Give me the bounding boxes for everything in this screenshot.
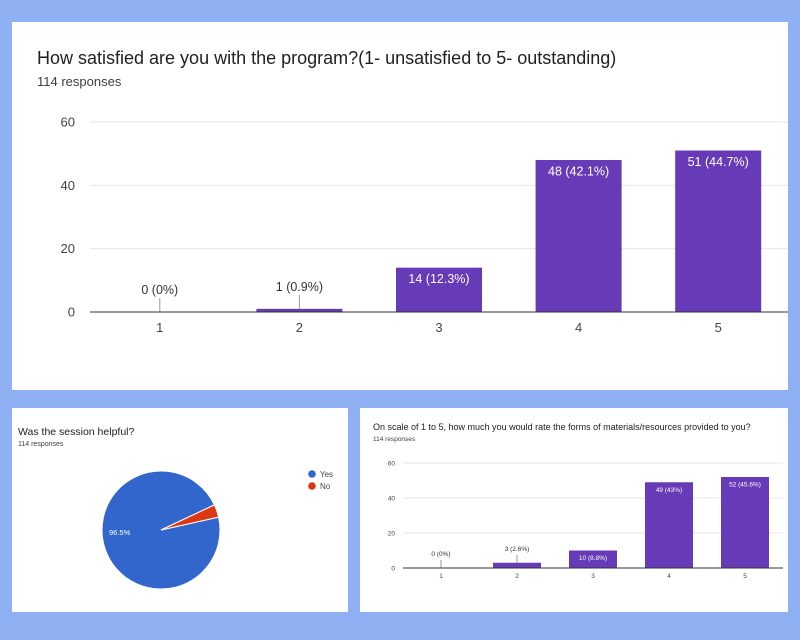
data-label: 52 (45.6%)	[729, 482, 761, 489]
x-tick-label: 4	[667, 573, 671, 580]
data-label: 49 (43%)	[656, 487, 682, 494]
bar-5	[675, 150, 762, 312]
bar-3	[569, 550, 617, 568]
response-count: 114 responses	[37, 74, 122, 89]
y-tick-label: 40	[61, 178, 75, 193]
data-label: 0 (0%)	[431, 551, 450, 558]
x-tick-label: 2	[296, 320, 303, 335]
satisfaction-bar-chart: 0 20 40 60 0 (0%) 1 1 (0.9%) 2 14 (12.3%) 3 48 (42…	[61, 115, 788, 335]
materials-bar-chart: 0 20 40 60 0 (0%) 1 3 (2.6%) 2 10 (8.8%) 3 49 (43%…	[388, 460, 783, 580]
data-label: 51 (44.7%)	[688, 155, 749, 169]
legend-label: Yes	[320, 470, 333, 479]
y-tick-label: 0	[68, 305, 75, 320]
data-label: 0 (0%)	[141, 283, 178, 297]
bar-2	[256, 308, 343, 312]
data-label: 48 (42.1%)	[548, 165, 609, 179]
x-tick-label: 5	[715, 320, 722, 335]
y-tick-label: 20	[388, 530, 396, 537]
response-count: 114 responses	[373, 436, 416, 443]
bar-4	[645, 482, 693, 568]
slice-label: 96.5%	[109, 528, 131, 537]
data-label: 10 (8.8%)	[579, 555, 607, 562]
legend-label: No	[320, 482, 331, 491]
data-label: 3 (2.6%)	[505, 546, 530, 553]
chart-title: How satisfied are you with the program?(…	[37, 48, 617, 68]
response-count: 114 responses	[18, 441, 64, 448]
bar-5	[721, 477, 769, 568]
y-tick-label: 60	[61, 115, 75, 130]
x-tick-label: 5	[743, 573, 747, 580]
x-tick-label: 3	[435, 320, 442, 335]
legend-swatch-no	[308, 482, 316, 490]
helpful-pie-chart: 96.5% Yes No	[101, 470, 333, 590]
x-tick-label: 3	[591, 573, 595, 580]
satisfaction-chart-card: How satisfied are you with the program?(…	[12, 22, 788, 390]
pie-slice-no	[160, 504, 220, 531]
y-tick-label: 40	[388, 495, 396, 502]
y-tick-label: 20	[61, 241, 75, 256]
bar-2	[493, 562, 541, 568]
y-tick-label: 0	[391, 565, 395, 572]
bar-4	[535, 160, 622, 312]
chart-title: On scale of 1 to 5, how much you would r…	[373, 422, 751, 432]
helpful-chart-card: Was the session helpful? 114 responses 9…	[12, 408, 348, 612]
x-tick-label: 2	[515, 573, 519, 580]
materials-chart-card: On scale of 1 to 5, how much you would r…	[360, 408, 788, 612]
x-tick-label: 1	[439, 573, 443, 580]
chart-title: Was the session helpful?	[18, 426, 135, 438]
data-label: 14 (12.3%)	[408, 272, 469, 286]
y-tick-label: 60	[388, 460, 396, 467]
x-tick-label: 1	[156, 320, 163, 335]
legend-swatch-yes	[308, 470, 316, 478]
x-tick-label: 4	[575, 320, 582, 335]
data-label: 1 (0.9%)	[276, 280, 323, 294]
bar-3	[396, 267, 482, 312]
